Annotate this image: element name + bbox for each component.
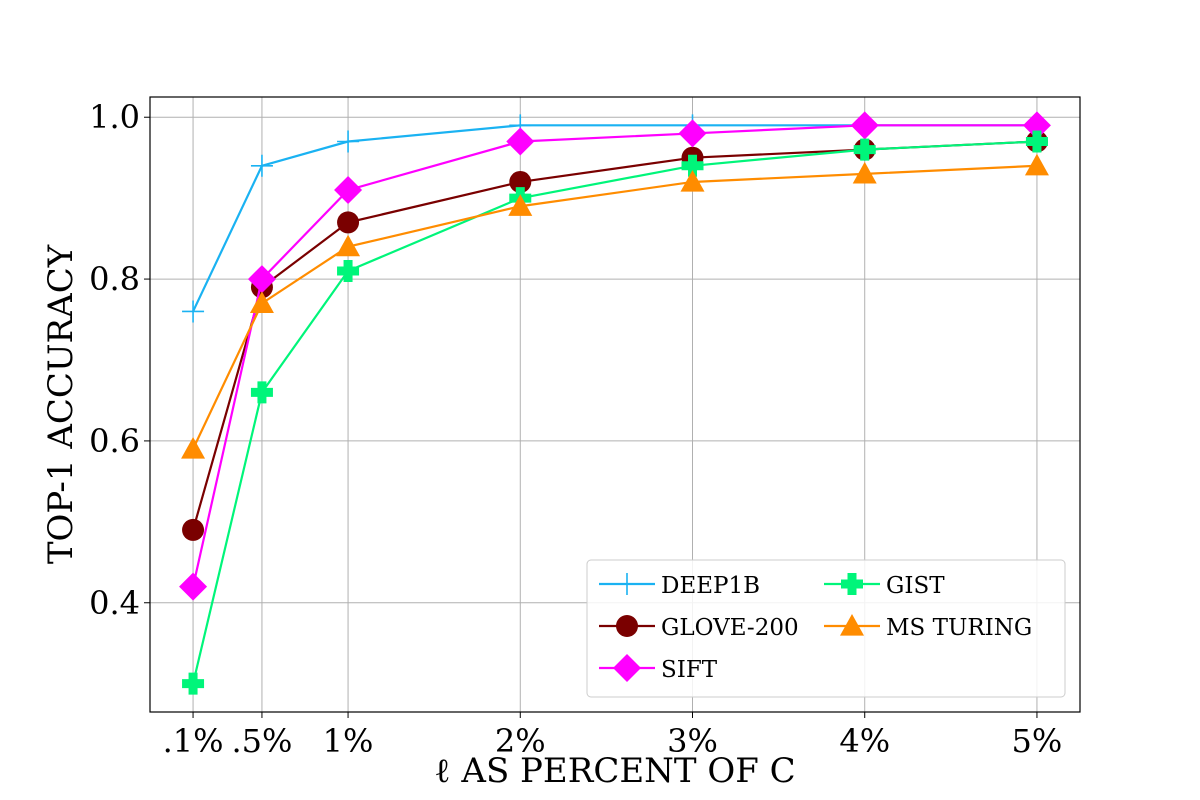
legend-label: SIFT bbox=[661, 657, 718, 683]
data-point-gist bbox=[337, 259, 360, 282]
data-point-sift bbox=[247, 265, 276, 294]
legend-label: GLOVE-200 bbox=[661, 615, 799, 641]
data-point-ms-turing bbox=[508, 194, 533, 216]
x-tick-label: 2% bbox=[495, 722, 546, 760]
series-line-ms-turing bbox=[192, 164, 1037, 450]
x-tick-label: 1% bbox=[323, 722, 374, 760]
x-tick-label: 3% bbox=[667, 722, 718, 760]
data-point-ms-turing bbox=[181, 437, 206, 459]
y-tick-label: 0.8 bbox=[89, 260, 140, 298]
legend-marker bbox=[616, 615, 638, 637]
y-tick-label: 0.6 bbox=[89, 422, 140, 460]
x-tick-label: .5% bbox=[231, 722, 292, 760]
legend-marker bbox=[841, 573, 863, 595]
data-point-glove-200 bbox=[337, 211, 360, 234]
legend-marker bbox=[616, 573, 638, 595]
data-point-glove-200 bbox=[509, 170, 532, 193]
data-point-sift bbox=[506, 127, 535, 156]
legend: DEEP1B GLOVE-200 SIFT GIST MS TURING bbox=[586, 559, 1066, 698]
data-point-deep1b bbox=[337, 130, 360, 153]
data-point-ms-turing bbox=[852, 161, 877, 184]
legend-marker bbox=[613, 654, 641, 682]
series-deep1b bbox=[182, 114, 1048, 323]
tick-labels: .1% .5% 1% 2% 3% 4% 5% 0.4 0.6 0.8 1.0 bbox=[89, 98, 1062, 760]
legend-entry-ms-turing: MS TURING bbox=[824, 614, 1032, 641]
series-line-sift bbox=[191, 124, 1037, 587]
data-point-gist bbox=[250, 381, 273, 404]
series-line-glove-200 bbox=[191, 140, 1037, 531]
legend-label: MS TURING bbox=[886, 615, 1032, 641]
data-point-sift bbox=[678, 119, 707, 148]
data-point-deep1b bbox=[250, 154, 273, 177]
data-point-sift bbox=[179, 572, 208, 601]
legend-label: DEEP1B bbox=[661, 573, 760, 599]
data-point-glove-200 bbox=[182, 518, 205, 541]
data-point-sift bbox=[334, 176, 363, 205]
data-point-gist bbox=[853, 138, 876, 161]
data-point-ms-turing bbox=[680, 169, 705, 192]
legend-marker bbox=[840, 614, 864, 636]
data-point-ms-turing bbox=[249, 291, 274, 313]
legend-entry-sift: SIFT bbox=[599, 654, 718, 683]
legend-entry-glove-200: GLOVE-200 bbox=[599, 615, 799, 641]
legend-entry-gist: GIST bbox=[824, 573, 945, 599]
data-point-deep1b bbox=[182, 300, 205, 323]
plot-area bbox=[149, 96, 1081, 713]
legend-entry-deep1b: DEEP1B bbox=[599, 573, 760, 599]
legend-box bbox=[586, 559, 1066, 698]
data-point-sift bbox=[850, 111, 879, 140]
x-tick-label: .1% bbox=[163, 722, 224, 760]
data-point-ms-turing bbox=[336, 234, 361, 257]
data-point-gist bbox=[182, 672, 205, 695]
y-tick-label: 0.4 bbox=[89, 584, 140, 622]
series-ms-turing bbox=[181, 153, 1049, 459]
x-axis-title: ℓ AS PERCENT OF C bbox=[434, 751, 795, 791]
x-tick-label: 4% bbox=[839, 722, 890, 760]
data-point-sift bbox=[1022, 111, 1051, 140]
x-tick-label: 5% bbox=[1012, 722, 1063, 760]
data-point-gist bbox=[1025, 130, 1048, 153]
data-point-gist bbox=[681, 154, 704, 177]
series-sift bbox=[179, 111, 1051, 601]
legend-label: GIST bbox=[886, 573, 945, 599]
data-point-ms-turing bbox=[1024, 153, 1049, 176]
y-axis-title: TOP-1 ACCURACY bbox=[41, 244, 81, 564]
y-tick-label: 1.0 bbox=[89, 98, 140, 136]
series-lines bbox=[179, 111, 1051, 695]
